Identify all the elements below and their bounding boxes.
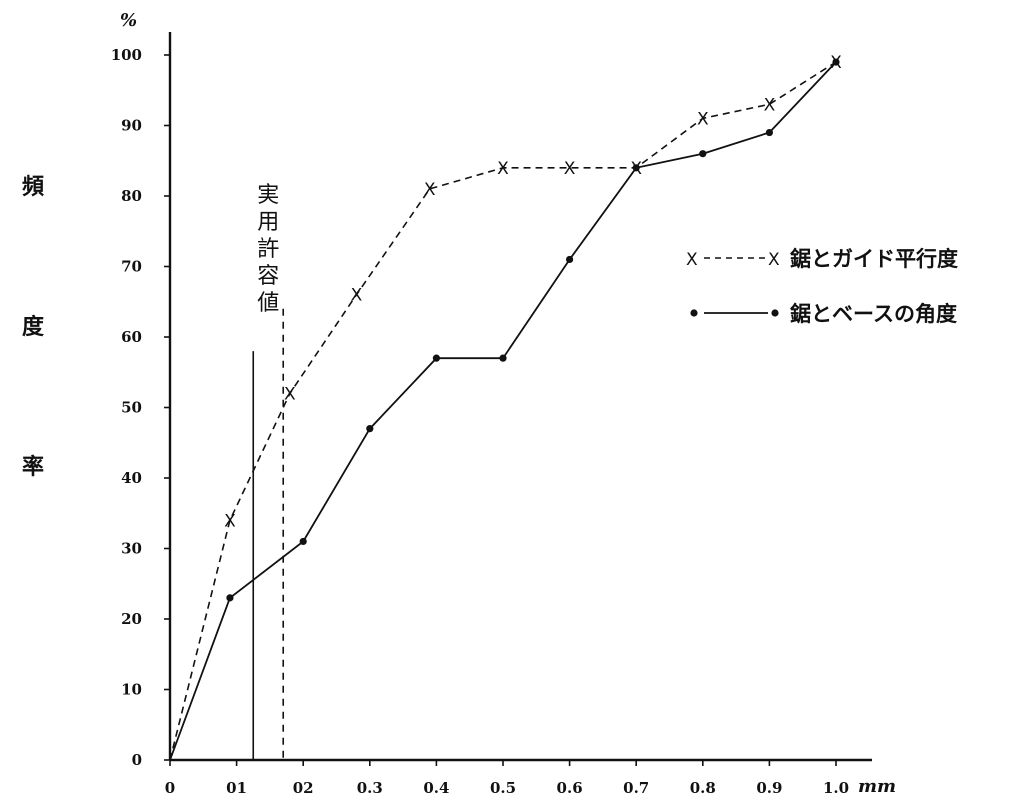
data-point-x-marker: X <box>224 511 236 531</box>
data-point-x-marker: X <box>564 159 576 179</box>
data-point-x-marker: X <box>697 109 709 129</box>
data-point-dot <box>432 354 440 362</box>
data-point-x-marker: X <box>497 159 509 179</box>
x-tick-label: 0.6 <box>557 779 583 797</box>
data-point-x-marker: X <box>284 384 296 404</box>
annotation-char: 許 <box>257 237 279 262</box>
data-point-x-marker: X <box>764 95 776 115</box>
legend-dot-left <box>690 309 698 317</box>
annotation-char: 用 <box>257 210 279 235</box>
series-guide-parallelism-line <box>169 61 837 761</box>
y-unit-label: % <box>120 10 137 31</box>
y-tick-label: 20 <box>121 610 142 628</box>
data-point-dot <box>499 354 507 362</box>
x-tick-label: 0.3 <box>357 779 383 797</box>
ylabel-char-1: 頻 <box>22 175 44 200</box>
y-tick-label: 40 <box>121 469 142 487</box>
legend-x-marker-right: X <box>768 250 780 270</box>
x-tick-label: 0.4 <box>423 779 449 797</box>
data-point-x-marker: X <box>351 286 363 306</box>
y-tick-label: 100 <box>111 46 142 64</box>
x-tick-label: 01 <box>226 779 247 797</box>
y-ticks: 0 10 20 30 40 50 60 70 80 90 100 <box>111 46 170 769</box>
y-tick-label: 0 <box>132 751 142 769</box>
data-point-dot <box>366 425 374 433</box>
legend-label-guide-parallelism: 鋸とガイド平行度 <box>790 247 958 271</box>
legend-dot-right <box>771 309 779 317</box>
data-point-dot <box>699 150 707 158</box>
legend-item-guide-parallelism: X X 鋸とガイド平行度 <box>686 247 958 271</box>
legend-x-marker-left: X <box>686 250 698 270</box>
legend: X X 鋸とガイド平行度 鋸とベースの角度 <box>686 247 958 326</box>
x-tick-label: 0.7 <box>623 779 649 797</box>
data-point-dot <box>832 58 840 66</box>
annotation-char: 値 <box>257 291 279 316</box>
data-point-dot <box>299 537 307 546</box>
data-point-dot <box>566 255 574 264</box>
annotation-char: 実 <box>257 183 279 208</box>
x-tick-label: 0 <box>165 779 175 797</box>
data-point-dot <box>226 594 234 602</box>
x-tick-label: 0.5 <box>490 779 516 797</box>
y-tick-label: 30 <box>121 540 142 558</box>
x-unit-label: mm <box>858 776 896 797</box>
x-tick-label: 02 <box>293 779 314 797</box>
ylabel-char-2: 度 <box>22 314 45 340</box>
x-tick-label: 0.8 <box>690 779 716 797</box>
y-tick-label: 70 <box>121 258 142 276</box>
ylabel-char-3: 率 <box>22 454 44 480</box>
x-tick-label: 0.9 <box>756 779 782 797</box>
data-point-dot <box>765 128 774 137</box>
legend-item-base-angle: 鋸とベースの角度 <box>690 302 957 326</box>
x-ticks: 0 01 02 0.3 0.4 0.5 0.6 0.7 0.8 0.9 1.0 <box>165 760 849 797</box>
series-group: X X X X X X X X X X <box>169 53 842 761</box>
legend-label-base-angle: 鋸とベースの角度 <box>790 302 957 326</box>
y-tick-label: 60 <box>121 328 142 346</box>
y-tick-label: 90 <box>121 117 142 135</box>
data-point-dot <box>632 164 640 172</box>
y-tick-label: 80 <box>121 187 142 205</box>
y-tick-label: 10 <box>121 681 142 699</box>
x-tick-label: 1.0 <box>823 779 849 797</box>
y-tick-label: 50 <box>121 399 142 417</box>
data-point-x-marker: X <box>424 180 436 200</box>
annotation-char: 容 <box>257 264 279 289</box>
